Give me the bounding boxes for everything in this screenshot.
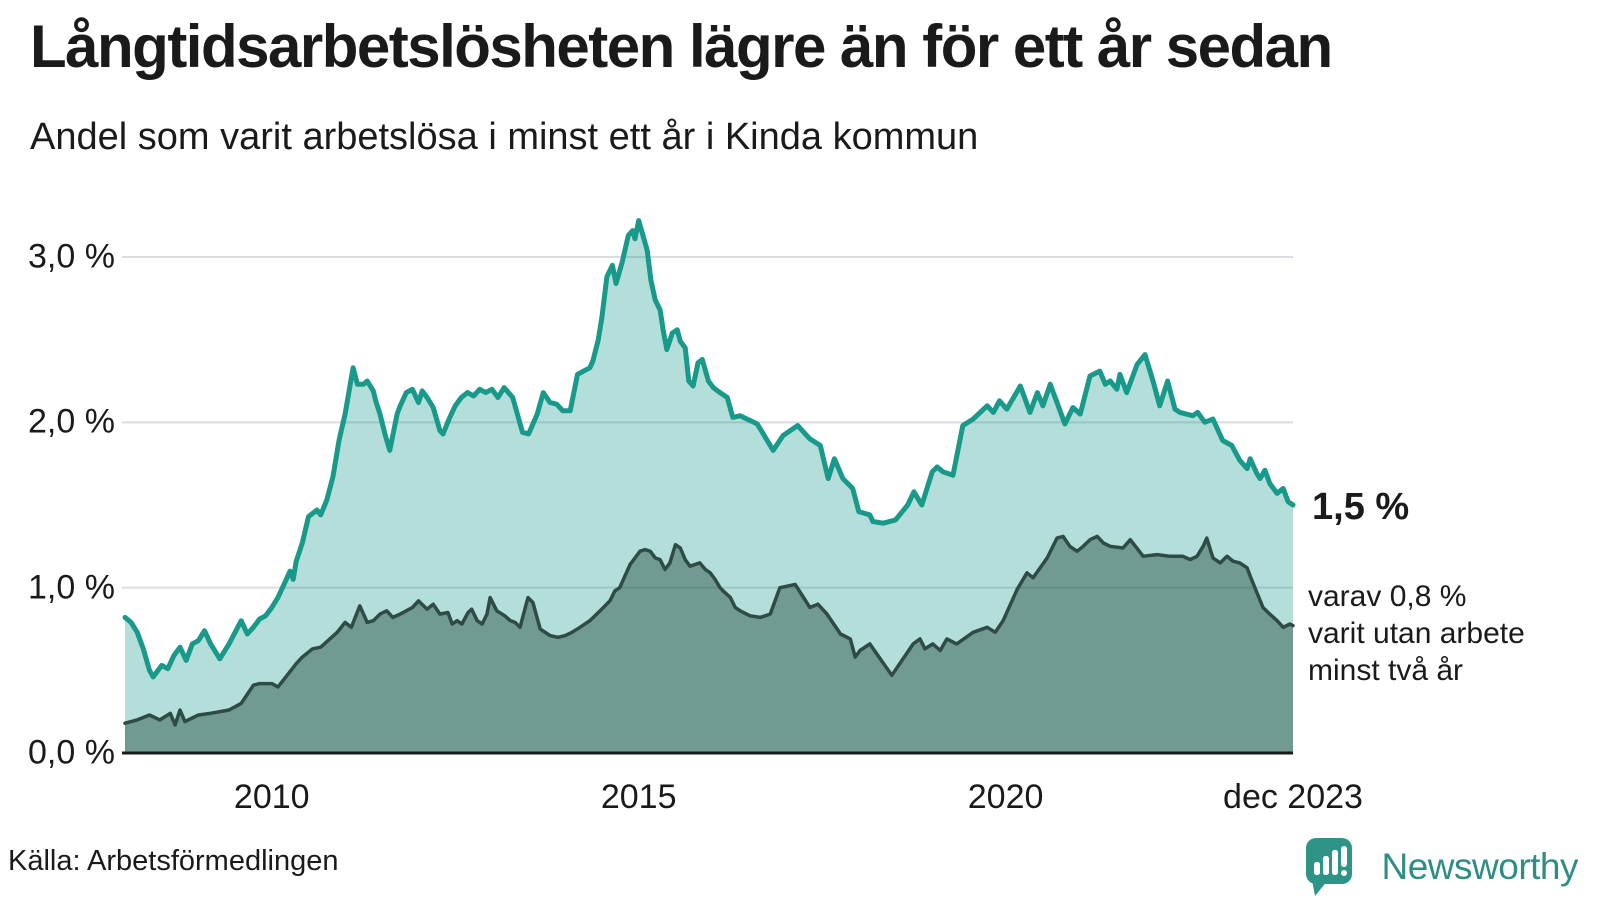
brand-logo: Newsworthy (1304, 836, 1579, 898)
end-note-line1: varav 0,8 % (1308, 580, 1467, 613)
end-value-label: 1,5 % (1312, 486, 1410, 528)
area-unemployed-2yr (125, 536, 1293, 753)
x-tick-label: dec 2023 (1223, 778, 1363, 816)
y-tick-label: 3,0 % (28, 237, 115, 276)
end-note: varav 0,8 % varit utan arbete minst två … (1308, 578, 1525, 689)
brand-wordmark: Newsworthy (1381, 846, 1579, 887)
area-unemployed-1yr (125, 220, 1293, 754)
page-title: Långtidsarbetslösheten lägre än för ett … (30, 13, 1333, 80)
source-note: Källa: Arbetsförmedlingen (8, 845, 339, 877)
end-note-line2: varit utan arbete (1308, 617, 1525, 650)
newsworthy-icon (1305, 838, 1352, 896)
line-unemployed-1yr (122, 218, 1296, 680)
x-tick-label: 2020 (967, 778, 1044, 816)
y-tick-label: 0,0 % (28, 733, 115, 772)
page-subtitle: Andel som varit arbetslösa i minst ett å… (30, 116, 979, 158)
y-tick-label: 1,0 % (28, 568, 115, 607)
line-unemployed-2yr (123, 534, 1295, 727)
end-note-line3: minst två år (1308, 654, 1464, 687)
x-tick-label: 2010 (233, 778, 310, 816)
y-tick-label: 2,0 % (28, 402, 115, 441)
x-tick-label: 2015 (600, 778, 677, 816)
